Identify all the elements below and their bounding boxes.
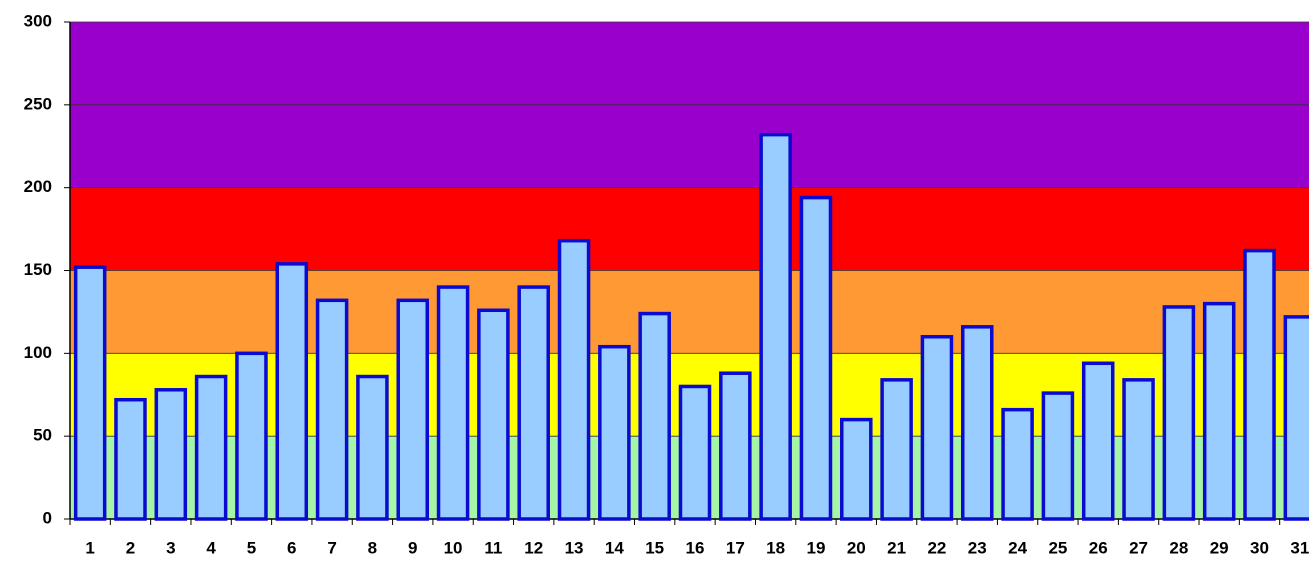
bar [154,388,188,521]
x-tick-label: 30 [1250,538,1269,557]
x-tick-label: 24 [1008,538,1027,557]
x-tick-label: 11 [484,538,502,557]
bar [840,417,873,521]
y-tick-label: 50 [33,426,52,445]
x-tick-label: 3 [166,538,175,557]
y-tick-label: 0 [43,508,52,527]
bar [557,238,591,521]
bar [477,308,510,521]
x-tick-label: 14 [605,538,624,557]
bar [799,195,833,521]
bar [960,325,994,521]
background-band [70,187,1309,271]
bar [1162,305,1196,521]
y-tick-label: 100 [24,343,52,362]
bar [235,351,268,521]
x-tick-label: 8 [368,538,377,557]
bar [275,262,309,521]
bar [1122,378,1155,521]
bar [73,265,107,521]
bar [356,374,389,521]
bar [1041,391,1075,521]
x-tick-label: 7 [327,538,336,557]
x-tick-label: 12 [524,538,543,557]
x-tick-label: 21 [887,538,906,557]
x-tick-label: 31 [1290,538,1309,557]
y-tick-label: 250 [24,94,52,113]
bar [1243,248,1276,521]
x-tick-label: 16 [686,538,705,557]
x-tick-label: 26 [1089,538,1108,557]
y-tick-label: 150 [24,260,52,279]
bar [1283,315,1309,521]
bar [1001,407,1034,521]
bar [759,132,792,521]
bar [1202,301,1236,521]
x-tick-label: 19 [807,538,826,557]
x-tick-label: 9 [408,538,417,557]
bar [678,384,712,521]
x-tick-label: 17 [726,538,745,557]
bar [1081,361,1115,521]
bar [598,344,631,521]
bar [194,374,228,521]
bar [638,311,671,521]
x-tick-label: 23 [968,538,987,557]
bar [517,285,550,521]
background-band [70,270,1309,354]
x-tick-label: 10 [444,538,463,557]
x-tick-label: 20 [847,538,866,557]
x-tick-label: 2 [126,538,135,557]
bar [114,397,147,521]
bar [315,298,349,521]
x-tick-label: 22 [927,538,946,557]
x-tick-label: 6 [287,538,296,557]
bar [719,371,752,521]
x-tick-label: 13 [565,538,584,557]
bar [880,378,913,521]
bar [396,298,430,521]
x-tick-label: 25 [1048,538,1067,557]
x-tick-label: 1 [85,538,94,557]
x-tick-label: 5 [247,538,256,557]
x-tick-label: 4 [206,538,216,557]
bar [436,285,470,521]
bar [920,335,954,521]
x-tick-label: 28 [1169,538,1188,557]
x-tick-label: 29 [1210,538,1229,557]
x-tick-label: 18 [766,538,785,557]
y-tick-label: 200 [24,177,52,196]
y-tick-label: 300 [24,11,52,30]
x-tick-label: 15 [645,538,664,557]
x-tick-label: 27 [1129,538,1148,557]
